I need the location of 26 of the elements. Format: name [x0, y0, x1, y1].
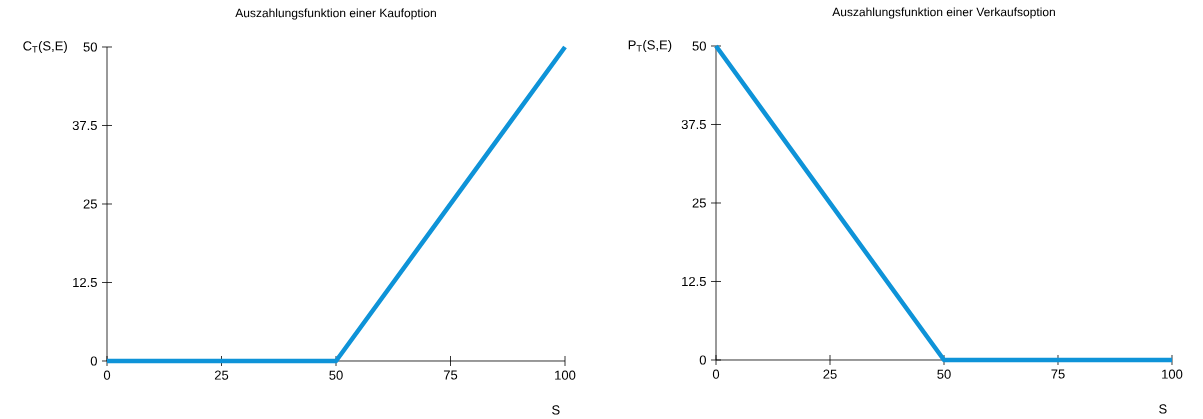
y-tick-label: 0	[90, 356, 97, 366]
y-axis-title: P$_{T}$(S,E)	[628, 39, 672, 53]
y-tick-label: 25	[83, 199, 97, 209]
y-tick-label: 37.5	[72, 120, 97, 131]
x-tick-label: 100	[1162, 369, 1183, 379]
y-axis-title: C$_{T}$(S,E)	[23, 40, 67, 54]
x-axis-title: S	[552, 405, 560, 415]
y-tick-label: 12.5	[73, 277, 97, 288]
chart-title: Auszahlungsfunktion einer Verkaufsoption	[832, 7, 1055, 19]
x-tick-label: 75	[443, 370, 458, 380]
y-tick-label: 12.5	[682, 276, 706, 287]
x-axis-title: S	[1159, 404, 1167, 414]
y-tick-label: 50	[692, 41, 706, 51]
y-tick-label: 50	[83, 42, 97, 52]
y-tick-label: 25	[692, 198, 706, 208]
x-tick-label: 50	[937, 369, 951, 379]
y-tick-label: 0	[699, 355, 706, 365]
x-tick-label: 0	[712, 369, 720, 379]
x-tick-label: 25	[823, 369, 837, 379]
x-tick-label: 100	[555, 370, 576, 380]
chart-title: Auszahlungsfunktion einer Kaufoption	[235, 8, 436, 20]
x-tick-label: 0	[103, 370, 111, 380]
y-tick-label: 37.5	[681, 119, 706, 130]
x-tick-label: 50	[329, 370, 343, 380]
x-tick-label: 25	[214, 370, 229, 380]
x-tick-label: 75	[1051, 369, 1065, 379]
